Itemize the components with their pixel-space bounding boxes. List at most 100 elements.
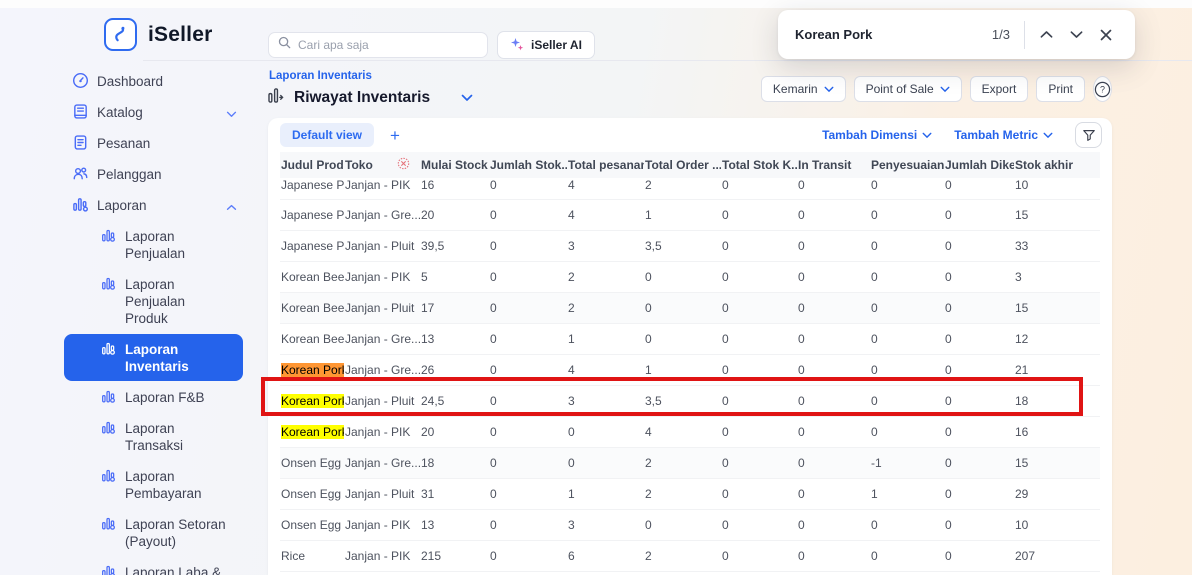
sidebar-item-laporan[interactable]: Laporan: [64, 190, 243, 220]
sidebar-item-dashboard[interactable]: Dashboard: [64, 66, 243, 96]
find-previous-button[interactable]: [1031, 20, 1061, 50]
add-dimension-button[interactable]: Tambah Dimensi: [822, 128, 932, 142]
sidebar-item-laporan-penjualan[interactable]: Laporan Penjualan: [64, 221, 243, 268]
value-cell: 0: [721, 199, 797, 231]
value-cell: 0: [797, 261, 870, 293]
value-cell: -1: [870, 447, 944, 479]
channel-filter-button[interactable]: Point of Sale: [853, 76, 962, 102]
value-cell: 4: [567, 354, 644, 386]
sidebar-item-laporan-laba-rugi[interactable]: Laporan Laba & Rugi: [64, 557, 243, 575]
app-logo[interactable]: iSeller: [104, 18, 212, 51]
sidebar-item-laporan-inventaris[interactable]: Laporan Inventaris: [64, 334, 243, 381]
find-close-button[interactable]: [1091, 20, 1121, 50]
iseller-ai-button[interactable]: iSeller AI: [497, 31, 595, 59]
table-row[interactable]: Onsen Egg Janjan - Gre... 18 0 0 2 0 0 -1 0 15: [280, 447, 1100, 479]
sidebar-item-label: Laporan Inventaris: [125, 342, 189, 374]
value-cell: 0: [944, 323, 1014, 355]
column-header[interactable]: Total Stok K...: [721, 152, 797, 178]
sidebar-item-laporan-transaksi[interactable]: Laporan Transaksi: [64, 413, 243, 460]
value-cell: 15: [1014, 199, 1100, 231]
column-header[interactable]: Judul Produk: [280, 152, 344, 178]
search-input[interactable]: [298, 38, 458, 52]
table-row[interactable]: Rice Janjan - PIK 215 0 6 2 0 0 0 0 207: [280, 540, 1100, 572]
add-metric-button[interactable]: Tambah Metric: [954, 128, 1053, 142]
filter-remove-icon[interactable]: [397, 157, 410, 173]
export-label: Export: [981, 82, 1017, 96]
global-search[interactable]: [268, 32, 488, 58]
value-cell: 0: [797, 478, 870, 510]
add-view-button[interactable]: +: [390, 125, 400, 145]
product-cell: Japanese P...: [280, 178, 344, 200]
value-cell: 26: [420, 354, 489, 386]
filter-button[interactable]: [1075, 122, 1102, 148]
sidebar-item-label: Katalog: [97, 105, 143, 120]
value-cell: 1: [567, 323, 644, 355]
table-row[interactable]: Korean Pork...Janjan - Pluit24,5033,5000…: [280, 385, 1100, 417]
find-query[interactable]: Korean Pork: [795, 27, 873, 42]
column-header[interactable]: Total Order ...: [644, 152, 721, 178]
tab-default-view[interactable]: Default view: [280, 123, 375, 147]
value-cell: 15: [1014, 292, 1100, 324]
product-cell: Onsen Egg: [280, 478, 344, 510]
sidebar-item-laporan-pembayaran[interactable]: Laporan Pembayaran: [64, 461, 243, 508]
store-cell: Janjan - Gre...: [344, 323, 420, 355]
breadcrumb[interactable]: Laporan Inventaris: [269, 70, 372, 82]
channel-filter-label: Point of Sale: [865, 82, 934, 96]
value-cell: 0: [567, 416, 644, 448]
column-header[interactable]: Penyesuaian...: [870, 152, 944, 178]
column-header[interactable]: Stok akhir: [1014, 152, 1100, 178]
value-cell: 0: [797, 447, 870, 479]
store-cell: Janjan - PIK: [344, 416, 420, 448]
sidebar-item-pelanggan[interactable]: Pelanggan: [64, 159, 243, 189]
value-cell: 0: [567, 447, 644, 479]
export-button[interactable]: Export: [969, 76, 1029, 102]
value-cell: 20: [420, 416, 489, 448]
sidebar-item-laporan-f-b[interactable]: Laporan F&B: [64, 382, 243, 412]
value-cell: 2: [567, 261, 644, 293]
value-cell: 0: [870, 199, 944, 231]
value-cell: 0: [489, 230, 567, 262]
report-chart-icon: [100, 227, 117, 244]
table-row[interactable]: Japanese P...Janjan - Pluit39,5033,50000…: [280, 230, 1100, 262]
title-chevron-down-icon[interactable]: [461, 89, 473, 107]
sidebar-item-label: Laporan: [97, 198, 147, 213]
table-row[interactable]: Onsen Egg Janjan - Pluit 31 0 1 2 0 0 1 0 29: [280, 478, 1100, 510]
value-cell: 0: [489, 416, 567, 448]
help-button[interactable]: ?: [1093, 76, 1112, 102]
column-header[interactable]: Mulai Stock: [420, 152, 489, 178]
value-cell: 0: [721, 323, 797, 355]
date-filter-button[interactable]: Kemarin: [760, 76, 846, 102]
store-cell: Janjan - PIK: [344, 261, 420, 293]
sidebar-item-pesanan[interactable]: Pesanan: [64, 128, 243, 158]
value-cell: 0: [797, 230, 870, 262]
value-cell: 1: [644, 354, 721, 386]
product-cell: Korean Pork...: [280, 416, 344, 448]
sidebar-item-laporan-penjualan-produk[interactable]: Laporan Penjualan Produk: [64, 269, 243, 333]
column-header[interactable]: Total pesanan: [567, 152, 644, 178]
chevron-down-icon: [940, 86, 950, 92]
value-cell: 3: [567, 230, 644, 262]
table-row[interactable]: Onsen Egg Janjan - PIK 13 0 3 0 0 0 0 0 10: [280, 509, 1100, 541]
value-cell: 21: [1014, 354, 1100, 386]
sidebar-item-katalog[interactable]: Katalog: [64, 97, 243, 127]
print-button[interactable]: Print: [1036, 76, 1085, 102]
find-next-button[interactable]: [1061, 20, 1091, 50]
value-cell: 16: [1014, 416, 1100, 448]
customers-icon: [72, 165, 89, 182]
page-title: Riwayat Inventaris: [294, 89, 431, 106]
sidebar-item-laporan-setoran-payout[interactable]: Laporan Setoran (Payout): [64, 509, 243, 556]
column-header[interactable]: Toko: [344, 152, 420, 178]
column-header[interactable]: Jumlah Stok...: [489, 152, 567, 178]
value-cell: 4: [644, 416, 721, 448]
value-cell: 0: [797, 292, 870, 324]
column-header[interactable]: In Transit: [797, 152, 870, 178]
value-cell: 0: [944, 354, 1014, 386]
column-header[interactable]: Jumlah Dike...: [944, 152, 1014, 178]
